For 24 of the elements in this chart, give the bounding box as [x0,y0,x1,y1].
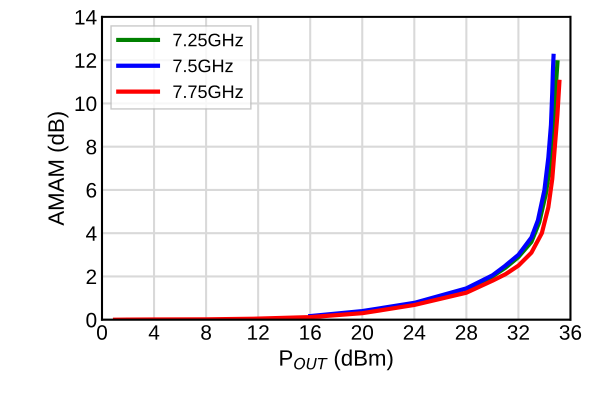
y-axis-title: AMAM (dB) [48,112,68,226]
x-tick-label: 8 [201,325,211,340]
x-tick-label: 36 [560,325,582,340]
line-series [112,80,562,320]
x-tick-label: 12 [248,325,269,340]
x-tick-label: 32 [508,325,529,340]
y-tick-label: 14 [76,10,97,24]
x-tick-label: 4 [148,325,160,340]
x-axis-title: P$_{OUT}$ (dBm) [280,350,393,370]
x-tick-label: 28 [456,325,478,340]
x-tick-label: 24 [404,325,426,340]
legend-label: 7.25GHz [173,34,243,46]
y-tick-label: 2 [86,269,96,284]
x-tick-label: 20 [352,325,374,340]
x-tick-label: 16 [300,325,321,340]
legend-label: 7.75GHz [173,85,243,98]
legend-label: 7.5GHz [173,59,233,72]
y-tick-label: 10 [76,96,96,112]
y-tick-label: 12 [76,53,96,68]
y-tick-label: 6 [86,182,96,198]
y-tick-label: 4 [86,226,97,241]
x-tick-label: 0 [97,325,107,340]
y-tick-label: 0 [86,312,96,328]
y-tick-label: 8 [86,140,96,154]
